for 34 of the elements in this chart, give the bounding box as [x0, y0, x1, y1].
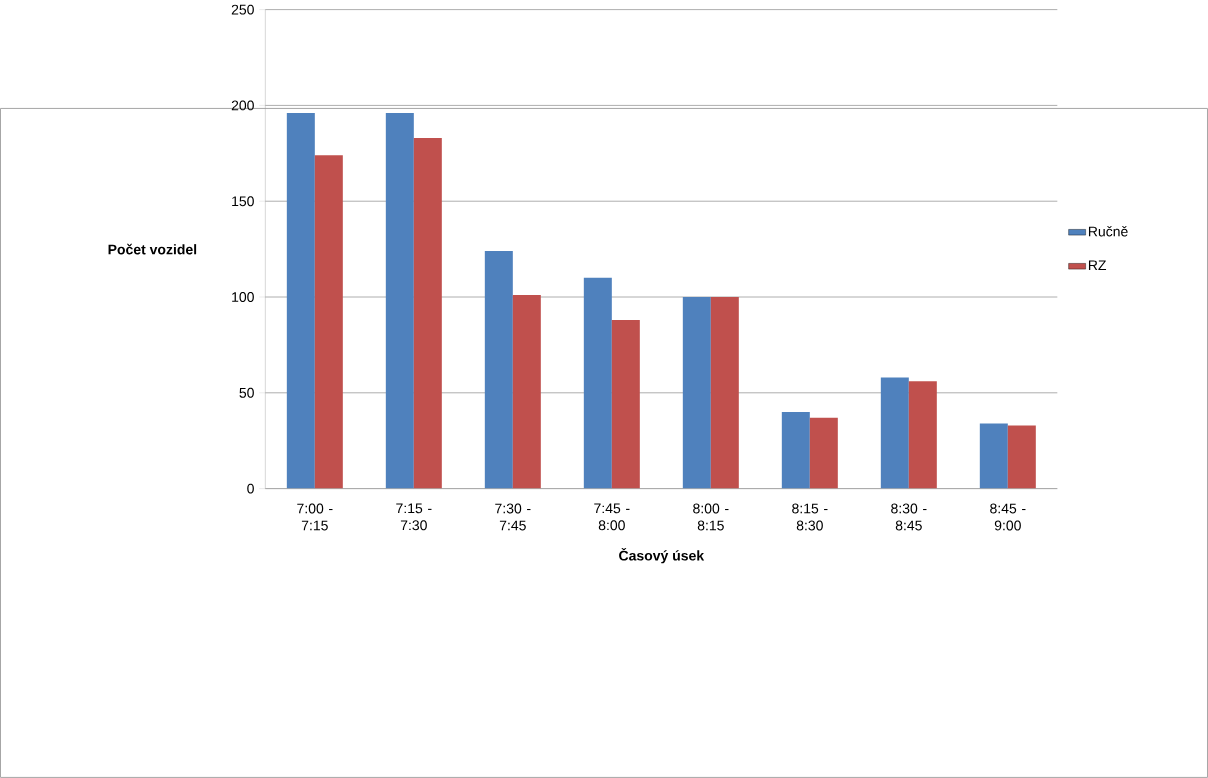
bar — [809, 417, 838, 489]
x-axis-title: Časový úsek — [619, 547, 705, 564]
bar — [611, 320, 640, 489]
x-tick-label: 8:15 - 8:30 — [792, 503, 828, 531]
x-tick-label: 8:30 - 8:45 — [891, 503, 927, 531]
y-tick-label: 0 — [247, 483, 254, 494]
x-tick-label: 8:00 - 8:15 — [693, 503, 729, 531]
bar — [682, 297, 711, 489]
bar — [512, 295, 541, 489]
bar — [979, 423, 1008, 489]
bar — [908, 381, 937, 489]
bar — [710, 297, 739, 489]
y-axis-title: Počet vozidel — [108, 243, 197, 255]
x-tick-label: 7:15 - 7:30 — [396, 503, 432, 531]
legend-label: RZ — [1088, 260, 1107, 271]
y-tick-label: 100 — [232, 292, 254, 302]
x-tick-label: 8:45 - 9:00 — [990, 503, 1026, 531]
x-tick-label: 7:30 - 7:45 — [495, 503, 531, 531]
bar — [314, 155, 343, 489]
bar — [385, 113, 414, 489]
bar — [880, 377, 909, 489]
bar — [484, 251, 513, 489]
bar — [286, 113, 315, 489]
legend-label: Ručně — [1088, 226, 1128, 237]
y-tick-label: 50 — [239, 387, 254, 398]
y-tick-label: 150 — [232, 196, 254, 207]
bar — [1007, 425, 1036, 489]
x-tick-label: 7:45 - 8:00 — [594, 503, 630, 531]
bar — [583, 277, 612, 489]
y-tick-label: 200 — [231, 100, 254, 111]
y-tick-label: 250 — [231, 4, 254, 15]
x-tick-label: 7:00 - 7:15 — [297, 503, 333, 531]
bar — [413, 138, 442, 489]
bar — [781, 412, 810, 489]
